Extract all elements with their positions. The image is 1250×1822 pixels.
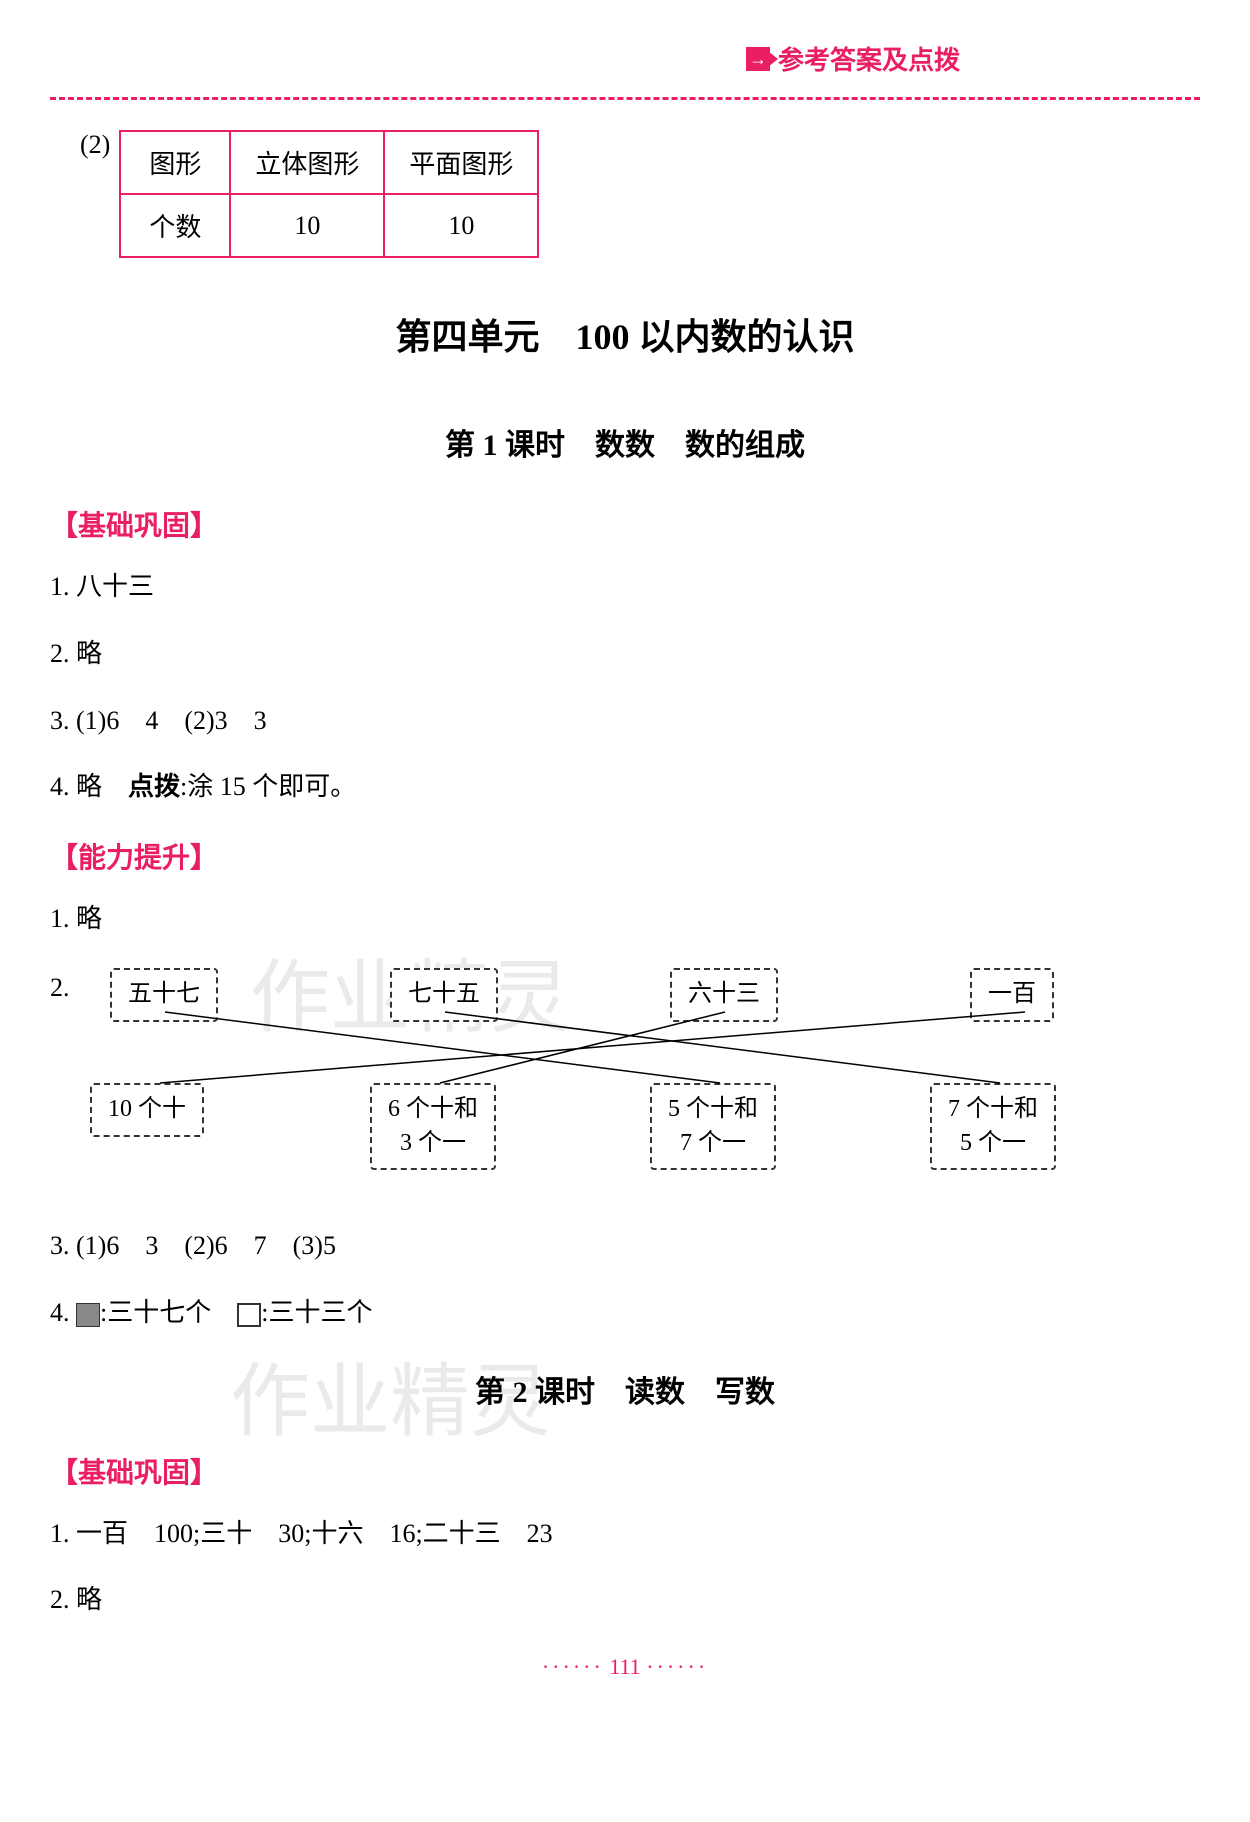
lesson2-title-wrapper: 作业精灵 第 2 课时 读数 写数 [50,1367,1200,1411]
page-number: ······ 111 ······ [50,1654,1200,1680]
table-row: 图形 立体图形 平面图形 [120,131,538,194]
header-title: 参考答案及点拨 [778,46,960,75]
lesson1-title: 第 1 课时 数数 数的组成 [50,420,1200,464]
question-number: 2. [50,973,70,1003]
answer-text: 1. 略 [50,896,1200,943]
shape-table: 图形 立体图形 平面图形 个数 10 10 [119,130,539,258]
match-bottom-box: 7 个十和5 个一 [930,1083,1056,1170]
filled-square-icon [76,1303,100,1327]
page-num-value: 111 [609,1654,640,1679]
table-header-cell: 图形 [120,131,230,194]
arrow-icon: → [746,47,770,71]
advance-header: 【能力提升】 [50,836,1200,876]
answer-suffix: :涂 15 个即可。 [180,772,356,801]
answer-text: 1. 八十三 [50,564,1200,611]
basics-header-2: 【基础巩固】 [50,1451,1200,1491]
answer-text: 4. :三十七个 :三十三个 [50,1290,1200,1337]
match-bottom-box: 6 个十和3 个一 [370,1083,496,1170]
divider-dashed [50,97,1200,100]
table-value-cell: 10 [230,194,384,257]
dots-left: ······ [542,1654,604,1679]
table-section: (2) 图形 立体图形 平面图形 个数 10 10 [80,130,1200,258]
match-top-box: 七十五 [390,968,498,1022]
answer-text: 4. 略 点拨:涂 15 个即可。 [50,764,1200,811]
table-header-cell: 立体图形 [230,131,384,194]
hint-label: 点拨 [128,772,180,801]
match-bottom-box: 10 个十 [90,1083,204,1137]
match-top-box: 五十七 [110,968,218,1022]
matching-diagram: 2. 作业精灵 五十七七十五六十三一百 10 个十6 个十和3 个一5 个十和7… [50,963,1200,1183]
unit-title: 第四单元 100 以内数的认识 [50,308,1200,360]
table-row: 个数 10 10 [120,194,538,257]
answer-text: 1. 一百 100;三十 30;十六 16;二十三 23 [50,1511,1200,1558]
match-bottom-box: 5 个十和7 个一 [650,1083,776,1170]
match-top-box: 一百 [970,968,1054,1022]
answer-prefix: 4. [50,1298,76,1327]
dots-right: ······ [646,1654,708,1679]
table-header-cell: 平面图形 [384,131,538,194]
page-header: → 参考答案及点拨 [50,40,1200,77]
empty-square-icon [237,1303,261,1327]
answer-text: 3. (1)6 4 (2)3 3 [50,698,1200,745]
answer-mid: :三十三个 [261,1298,372,1327]
basics-header: 【基础巩固】 [50,504,1200,544]
answer-text: 2. 略 [50,631,1200,678]
answer-text: 3. (1)6 3 (2)6 7 (3)5 [50,1223,1200,1270]
match-top-box: 六十三 [670,968,778,1022]
table-row-label: 个数 [120,194,230,257]
answer-text: 2. 略 [50,1577,1200,1624]
lesson2-title: 第 2 课时 读数 写数 [50,1367,1200,1411]
table-label: (2) [80,130,110,160]
answer-prefix: 4. 略 [50,772,128,801]
table-value-cell: 10 [384,194,538,257]
answer-mid: :三十七个 [100,1298,237,1327]
